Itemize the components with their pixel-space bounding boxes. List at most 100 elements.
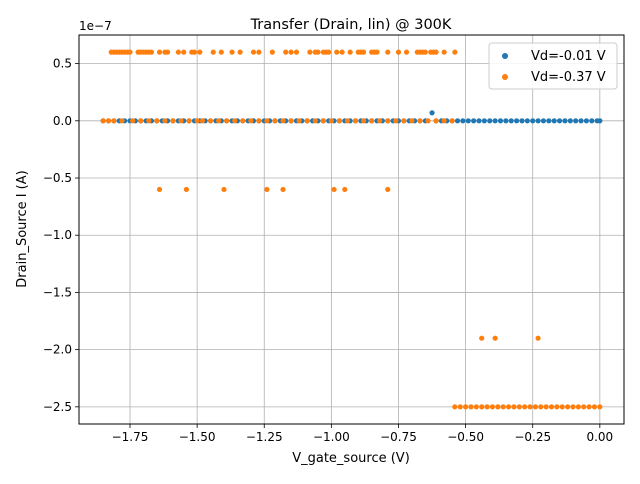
data-point-series-2: [156, 49, 163, 55]
data-point-series-2: [296, 118, 302, 124]
data-point-series-2: [479, 335, 485, 341]
data-point-series-2: [385, 118, 391, 124]
data-point-series-2: [307, 49, 313, 55]
data-point-series-1: [535, 118, 541, 124]
legend-marker-series-2: [502, 74, 508, 80]
data-point-series-2: [369, 118, 375, 124]
data-point-series-2: [516, 404, 522, 410]
y-offset-label: 1e−7: [79, 19, 112, 33]
y-tick-label: −1.5: [43, 285, 72, 299]
data-point-series-2: [264, 118, 270, 124]
data-point-series-2: [463, 404, 469, 410]
y-tick-label: −2.0: [43, 343, 72, 357]
data-point-series-2: [218, 49, 224, 55]
legend-frame: [488, 42, 618, 90]
data-point-series-1: [497, 118, 504, 124]
data-point-series-2: [492, 335, 498, 341]
data-point-series-2: [130, 118, 136, 124]
data-point-series-2: [178, 118, 184, 124]
data-point-series-2: [548, 404, 555, 410]
data-point-series-2: [554, 404, 560, 410]
data-point-series-2: [395, 49, 402, 55]
data-point-series-2: [119, 118, 125, 124]
data-point-series-2: [452, 404, 458, 410]
data-point-series-2: [216, 118, 222, 124]
data-point-series-2: [224, 118, 230, 124]
data-point-series-2: [199, 118, 206, 124]
axis-ticks: −1.75 −1.50 −1.25 −1.00 −0.75 −0.50 −0.25 0.00 0…: [43, 57, 613, 444]
data-point-series-2: [264, 186, 270, 193]
data-point-series-2: [336, 118, 343, 124]
data-point-series-2: [597, 404, 603, 410]
data-point-series-2: [148, 49, 155, 55]
data-point-series-2: [374, 49, 380, 55]
legend-label-series-1: Vd=-0.01 V: [531, 49, 606, 64]
data-point-series-1: [562, 118, 568, 124]
data-point-series-1: [481, 118, 487, 124]
data-point-series-2: [197, 49, 203, 55]
data-point-series-2: [280, 186, 286, 193]
y-tick-label: 0.5: [53, 57, 72, 71]
data-point-series-2: [535, 335, 541, 341]
data-point-series-2: [538, 404, 544, 410]
data-point-series-2: [401, 118, 407, 124]
data-point-series-2: [532, 404, 539, 410]
data-point-series-1: [503, 118, 509, 124]
data-point-series-2: [154, 118, 160, 124]
data-point-series-2: [229, 49, 235, 55]
data-point-series-1: [429, 110, 435, 116]
data-point-series-1: [514, 118, 520, 124]
data-point-series-2: [207, 118, 214, 124]
data-point-series-2: [495, 404, 501, 410]
data-point-series-2: [256, 118, 262, 124]
data-point-series-2: [304, 118, 310, 124]
data-point-series-2: [138, 118, 144, 124]
data-point-series-1: [454, 118, 461, 124]
x-tick-label: −1.00: [313, 430, 350, 444]
data-point-series-2: [484, 404, 490, 410]
data-point-series-2: [575, 404, 581, 410]
data-point-series-1: [508, 118, 514, 124]
data-point-series-2: [352, 118, 359, 124]
data-point-series-2: [312, 118, 318, 124]
data-point-series-2: [127, 49, 133, 55]
legend: Vd=-0.01 V Vd=-0.37 V: [488, 42, 618, 90]
data-point-series-2: [417, 118, 423, 124]
data-point-series-2: [489, 404, 496, 410]
x-tick-label: −1.75: [112, 430, 149, 444]
data-point-series-2: [283, 49, 289, 55]
data-point-series-2: [105, 118, 112, 124]
data-point-series-2: [385, 186, 391, 193]
x-tick-label: −1.25: [246, 430, 283, 444]
data-point-series-2: [237, 49, 243, 55]
data-point-series-2: [347, 49, 353, 55]
data-point-series-2: [377, 118, 383, 124]
data-point-series-2: [433, 49, 439, 55]
x-tick-label: −0.75: [380, 430, 417, 444]
data-point-series-2: [320, 118, 326, 124]
data-point-series-2: [280, 118, 286, 124]
data-point-series-1: [573, 118, 579, 124]
data-point-series-2: [344, 118, 351, 124]
data-point-series-1: [524, 118, 530, 124]
data-point-series-2: [500, 404, 506, 410]
data-point-series-1: [471, 118, 477, 124]
data-point-series-2: [175, 49, 181, 55]
data-point-series-2: [543, 404, 549, 410]
data-point-series-2: [385, 49, 391, 55]
data-point-series-2: [210, 49, 216, 55]
data-point-series-2: [240, 118, 246, 124]
data-points: [100, 49, 603, 410]
x-tick-label: −0.25: [514, 430, 551, 444]
x-tick-label: 0.00: [586, 430, 613, 444]
data-point-series-2: [194, 118, 200, 124]
data-point-series-2: [511, 404, 517, 410]
data-point-series-2: [586, 404, 592, 410]
data-point-series-2: [479, 404, 485, 410]
data-point-series-2: [581, 404, 587, 410]
data-point-series-1: [465, 118, 471, 124]
data-point-series-1: [551, 118, 557, 124]
data-point-series-2: [232, 118, 238, 124]
data-point-series-2: [269, 49, 275, 55]
